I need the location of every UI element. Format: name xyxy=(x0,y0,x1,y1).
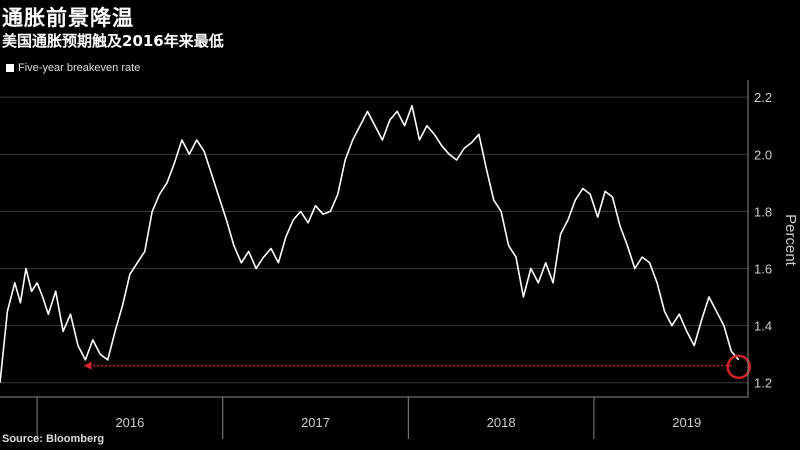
y-tick-label: 1.4 xyxy=(754,319,772,334)
x-tick-label: 2019 xyxy=(672,415,701,430)
legend-swatch xyxy=(6,64,14,72)
annotation-arrowhead xyxy=(83,361,92,370)
legend: Five-year breakeven rate xyxy=(6,62,140,74)
x-tick-label: 2018 xyxy=(487,415,516,430)
y-tick-label: 2.0 xyxy=(754,147,772,162)
legend-label: Five-year breakeven rate xyxy=(18,62,141,74)
annotation-circle-marker xyxy=(726,354,751,380)
grid-lines xyxy=(0,96,748,384)
chart-title: 通胀前景降温 xyxy=(2,6,134,30)
y-tick-label: 1.8 xyxy=(754,204,772,219)
series-line xyxy=(0,104,740,383)
x-tick-label: 2017 xyxy=(301,415,330,430)
x-tick-label: 2016 xyxy=(115,415,144,430)
chart-subtitle: 美国通胀预期触及2016年来最低 xyxy=(2,32,224,50)
y-tick-label: 2.2 xyxy=(754,90,772,105)
annotation-layer xyxy=(83,354,751,380)
y-axis-label: Percent xyxy=(782,214,799,267)
y-tick-label: 1.6 xyxy=(754,261,772,276)
y-tick-label: 1.2 xyxy=(754,376,772,391)
source-note: Source: Bloomberg xyxy=(2,433,105,445)
series-layer xyxy=(0,104,740,383)
axis-layer: 1.2 1.4 1.6 1.8 2.0 2.2 2016 2017 2018 2019 xyxy=(0,80,772,439)
